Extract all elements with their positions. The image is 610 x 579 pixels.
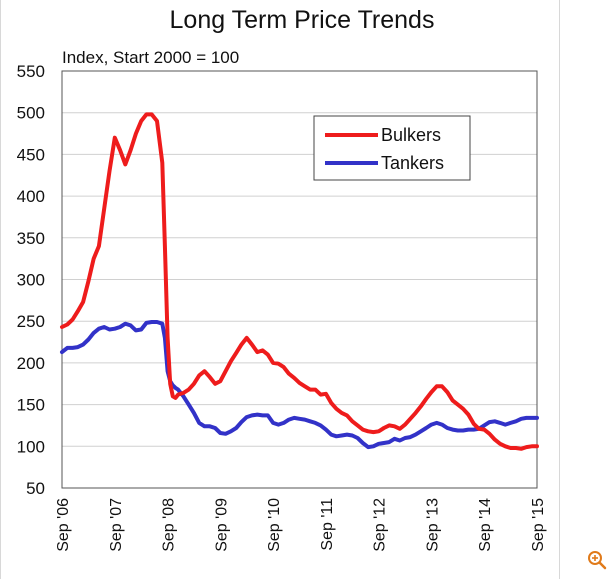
x-tick-label: Sep '07 — [108, 498, 125, 552]
chart-frame — [0, 0, 560, 579]
x-tick-label: Sep '12 — [372, 498, 389, 552]
plot-area-border — [61, 70, 538, 489]
x-tick-label: Sep '09 — [213, 498, 230, 552]
legend-box — [313, 115, 471, 181]
x-tick-label: Sep '15 — [530, 498, 547, 552]
zoom-in-icon[interactable] — [587, 550, 607, 570]
series-lines — [60, 112, 539, 451]
series-line-bulkers — [60, 112, 539, 451]
legend: Bulkers Tankers — [313, 115, 471, 181]
y-tick-label: 350 — [17, 229, 45, 248]
y-tick-label: 300 — [17, 271, 45, 290]
y-axis-ticks: 50 100 150 200 250 300 350 400 450 500 550 — [17, 62, 45, 498]
x-tick-label: Sep '10 — [266, 498, 283, 552]
y-tick-label: 150 — [17, 396, 45, 415]
x-tick-label: Sep '14 — [477, 498, 494, 552]
y-tick-label: 50 — [26, 479, 45, 498]
x-axis-ticks: Sep '06 Sep '07 Sep '08 Sep '09 Sep '10 Sep '… — [55, 498, 547, 552]
y-tick-label: 200 — [17, 354, 45, 373]
chart-subtitle: Index, Start 2000 = 100 — [62, 48, 239, 67]
legend-label-tankers: Tankers — [381, 153, 444, 173]
y-tick-label: 450 — [17, 145, 45, 164]
x-tick-label: Sep '06 — [55, 498, 72, 552]
y-tick-label: 500 — [17, 104, 45, 123]
y-tick-label: 100 — [17, 437, 45, 456]
legend-label-bulkers: Bulkers — [381, 125, 441, 145]
y-tick-label: 250 — [17, 312, 45, 331]
y-tick-label: 550 — [17, 62, 45, 81]
chart-title: Long Term Price Trends — [170, 6, 435, 34]
x-tick-label: Sep '13 — [424, 498, 441, 552]
series-line-tankers — [60, 320, 539, 450]
x-tick-label: Sep '11 — [319, 498, 336, 551]
x-tick-label: Sep '08 — [161, 498, 178, 552]
y-tick-label: 400 — [17, 187, 45, 206]
